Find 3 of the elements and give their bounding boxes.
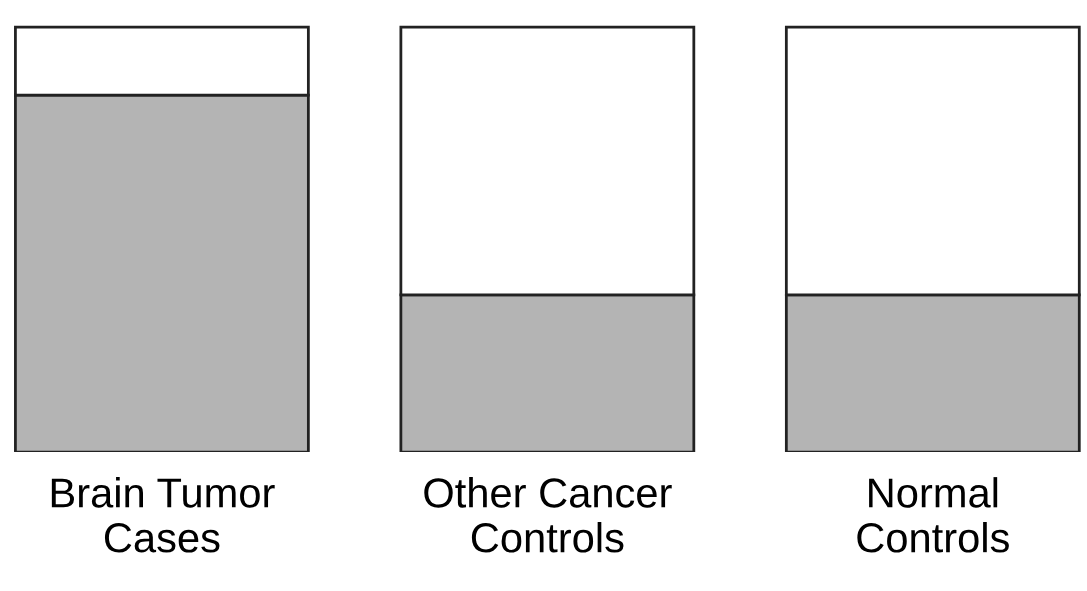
x-tick-label: Brain Tumor Cases <box>51 477 275 553</box>
x-tick-label: Normal Controls <box>857 477 1009 553</box>
x-tick-label: Other Cancer Controls <box>424 477 672 553</box>
